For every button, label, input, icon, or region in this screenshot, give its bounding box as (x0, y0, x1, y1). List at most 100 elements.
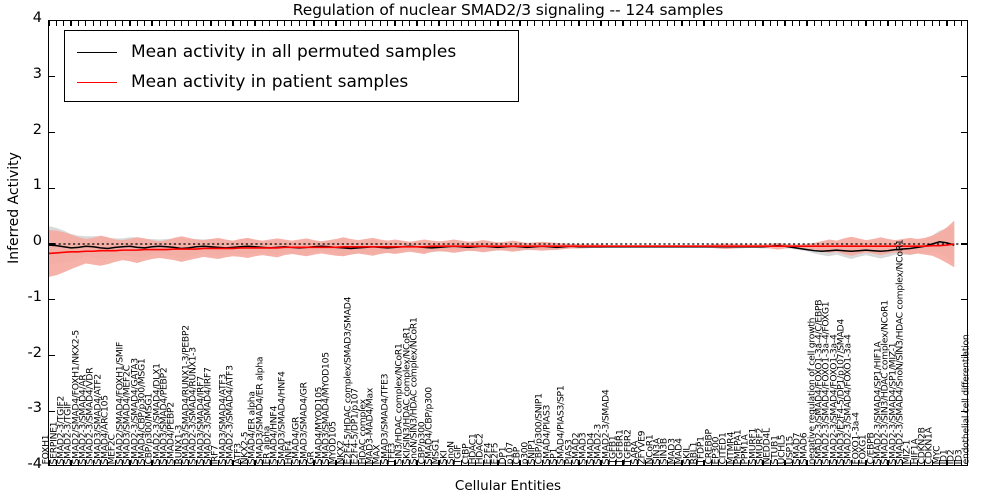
x-tick-mark (961, 460, 963, 465)
x-tick-mark (431, 21, 433, 26)
x-tick-mark (754, 21, 757, 26)
x-tick-mark (210, 460, 212, 465)
x-tick-mark (445, 21, 448, 26)
x-tick-mark (600, 21, 602, 26)
x-tick-mark (350, 460, 352, 465)
x-tick-mark (791, 460, 793, 465)
x-tick-mark (77, 460, 80, 465)
x-tick-mark (777, 460, 779, 465)
x-tick-mark (865, 460, 867, 465)
x-tick-mark (858, 21, 860, 26)
patient-confidence-band (49, 220, 955, 277)
x-tick-mark (953, 460, 955, 465)
y-tick-mark (961, 299, 967, 301)
x-tick-mark (401, 460, 403, 465)
x-tick-mark (475, 21, 477, 26)
y-tick-mark (961, 131, 967, 134)
x-tick-mark (835, 460, 838, 465)
x-tick-mark (894, 460, 896, 465)
x-tick-mark (335, 460, 337, 465)
x-tick-mark (902, 460, 904, 465)
patient-mean-line (49, 243, 955, 255)
y-tick-mark (49, 299, 55, 301)
x-tick-mark (843, 21, 845, 26)
x-tick-mark (416, 21, 418, 26)
x-tick-mark (556, 460, 558, 465)
x-tick-mark (622, 21, 624, 26)
x-tick-mark (931, 460, 933, 465)
x-tick-mark (696, 21, 698, 26)
y-tick-mark (961, 76, 967, 78)
x-tick-mark (180, 460, 183, 465)
x-tick-mark (828, 21, 830, 26)
x-tick-mark (666, 460, 668, 465)
x-tick-mark (77, 21, 80, 26)
y-axis-label: Inferred Activity (6, 152, 22, 264)
chart-legend: Mean activity in all permuted samples Me… (64, 30, 519, 102)
x-tick-mark (328, 21, 330, 26)
x-tick-mark (467, 21, 470, 26)
x-tick-mark (762, 21, 764, 26)
x-tick-mark (813, 460, 816, 465)
x-tick-mark (225, 460, 227, 465)
x-tick-mark (490, 460, 492, 465)
x-tick-mark (85, 21, 87, 26)
x-tick-mark (269, 21, 271, 26)
x-tick-mark (548, 460, 551, 465)
x-tick-mark (423, 460, 425, 465)
x-tick-mark (92, 21, 94, 26)
x-tick-mark (173, 21, 175, 26)
x-tick-mark (916, 21, 919, 26)
x-tick-mark (261, 460, 264, 465)
x-tick-mark (681, 460, 683, 465)
x-tick-mark (799, 460, 801, 465)
x-tick-mark (364, 21, 367, 26)
x-tick-mark (453, 21, 455, 26)
x-tick-mark (534, 460, 536, 465)
x-tick-mark (902, 21, 904, 26)
legend-label-patient: Mean activity in patient samples (131, 72, 409, 92)
x-tick-mark (99, 460, 102, 465)
x-tick-mark (85, 460, 87, 465)
x-tick-mark (909, 21, 911, 26)
x-tick-mark (438, 460, 440, 465)
x-tick-mark (659, 460, 661, 465)
x-tick-mark (777, 21, 779, 26)
x-tick-mark (696, 460, 698, 465)
x-tick-mark (55, 21, 57, 26)
x-tick-mark (202, 460, 205, 465)
x-tick-mark (144, 460, 146, 465)
x-tick-mark (784, 21, 786, 26)
plot-area: Mean activity in all permuted samples Me… (48, 20, 968, 466)
x-tick-mark (151, 21, 153, 26)
y-tick-mark (49, 131, 55, 134)
x-tick-mark (364, 460, 367, 465)
x-tick-mark (438, 21, 440, 26)
x-tick-mark (453, 460, 455, 465)
legend-swatch-patient (77, 81, 117, 83)
x-tick-mark (70, 460, 72, 465)
x-tick-mark (622, 460, 624, 465)
x-tick-mark (122, 460, 124, 465)
y-axis-tick-neg2: -2 (27, 344, 42, 361)
x-axis-label: Cellular Entities (454, 478, 562, 494)
x-tick-mark (497, 460, 499, 465)
x-tick-mark (129, 21, 131, 26)
x-tick-mark (880, 21, 882, 26)
x-tick-mark (232, 21, 234, 26)
y-tick-mark (961, 243, 967, 245)
x-tick-mark (298, 21, 300, 26)
x-tick-mark (799, 21, 801, 26)
x-tick-mark (688, 21, 690, 26)
x-tick-mark (593, 21, 595, 26)
x-tick-mark (490, 21, 492, 26)
x-tick-mark (570, 460, 573, 465)
x-tick-mark (225, 21, 227, 26)
x-tick-mark (769, 21, 771, 26)
x-tick-mark (291, 460, 293, 465)
x-tick-mark (114, 21, 116, 26)
x-tick-mark (394, 21, 396, 26)
x-tick-mark (909, 460, 911, 465)
y-axis-tick-neg3: -3 (27, 400, 42, 417)
x-tick-mark (843, 460, 845, 465)
